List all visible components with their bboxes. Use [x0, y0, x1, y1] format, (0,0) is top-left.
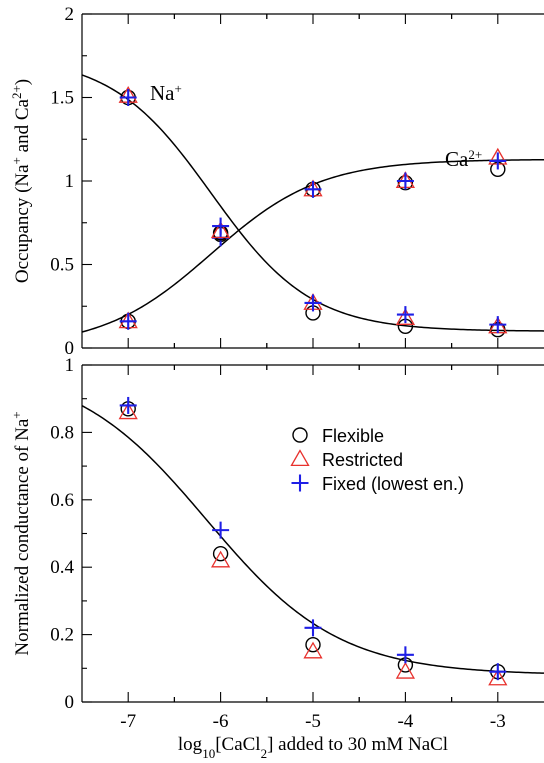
y-tick-label: 1.5 — [50, 88, 74, 109]
bottom-fixed-point — [304, 619, 322, 637]
y-tick-label: 0 — [65, 338, 75, 359]
bottom-fixed-point — [489, 663, 507, 681]
legend-label-restricted: Restricted — [322, 450, 403, 470]
top-fixed-point — [304, 180, 322, 198]
top-fixed-point — [489, 316, 507, 334]
top-fixed-point — [396, 172, 414, 190]
x-tick-label: -3 — [490, 711, 506, 732]
legend-marker-flexible — [292, 427, 308, 443]
bottom-restricted-point — [303, 641, 323, 659]
top-fixed-point — [304, 294, 322, 312]
x-axis-title-subscript: 10 — [202, 746, 215, 761]
annotation-ca: Ca2+ — [445, 147, 482, 172]
y-axis-title-part: ) — [12, 79, 33, 85]
y-tick-label: 0.8 — [50, 422, 74, 443]
x-tick-label: -5 — [305, 711, 321, 732]
top-fixed-point — [119, 312, 137, 330]
bottom-y-axis-title: Normalized conductance of Na+ — [9, 411, 34, 655]
y-tick-label: 1 — [65, 355, 75, 376]
y-tick-label: 0 — [65, 692, 75, 713]
annotation-base: Na — [150, 81, 175, 105]
x-tick-label: -7 — [120, 711, 136, 732]
y-tick-label: 2 — [65, 4, 75, 25]
top-restricted-point — [395, 308, 416, 325]
x-axis-title-subscript: 2 — [261, 746, 268, 761]
y-axis-title-superscript: + — [9, 157, 24, 164]
annotation-superscript: 2+ — [468, 147, 482, 162]
y-axis-title-superscript: + — [9, 411, 24, 418]
y-axis-title-part: and Ca — [12, 98, 33, 157]
x-tick-label: -6 — [213, 711, 229, 732]
bottom-restricted-point — [395, 661, 416, 679]
top-fixed-point — [396, 306, 414, 324]
legend-label-fixed: Fixed (lowest en.) — [322, 474, 464, 494]
bottom-fixed-point — [119, 396, 137, 414]
bottom-panel: -7 -6 -5 -4 -3 0 0.2 0.4 0.6 0.8 1 Normalized condu… — [9, 355, 544, 761]
top-y-axis-title: Occupancy (Na+ and Ca2+) — [9, 79, 34, 283]
y-tick-label: 1 — [65, 171, 75, 192]
y-axis-title-part: Occupancy (Na — [12, 164, 33, 283]
top-fixed-point — [489, 152, 507, 170]
x-tick-label: -4 — [397, 711, 413, 732]
top-fixed-point — [212, 217, 230, 235]
y-tick-label: 0.4 — [50, 557, 74, 578]
x-axis-title-part: [CaCl — [215, 734, 260, 755]
top-fixed-point — [119, 89, 137, 106]
legend: Flexible Restricted Fixed (lowest en.) — [290, 426, 464, 494]
bottom-restricted-point — [118, 402, 138, 420]
legend-marker-fixed — [291, 474, 309, 492]
bottom-restricted-point — [210, 550, 231, 568]
y-tick-label: 0.5 — [50, 255, 74, 276]
bottom-restricted-point — [488, 668, 508, 686]
legend-marker-restricted — [290, 449, 310, 467]
bottom-fixed-point — [396, 646, 414, 664]
annotation-superscript: + — [175, 81, 182, 96]
y-axis-title-part: Normalized conductance of Na — [12, 418, 33, 655]
bottom-fixed-point — [212, 521, 230, 539]
top-fit-curve-0 — [81, 74, 544, 332]
y-tick-label: 0.6 — [50, 490, 74, 511]
top-restricted-point — [210, 221, 231, 239]
legend-label-flexible: Flexible — [322, 426, 384, 446]
y-tick-label: 0.2 — [50, 625, 74, 646]
x-axis-title: log10[CaCl2] added to 30 mM NaCl — [178, 734, 448, 761]
annotation-base: Ca — [445, 147, 469, 171]
x-axis-title-part: log — [178, 734, 203, 755]
bottom-flexible-point — [212, 546, 229, 562]
y-axis-title-superscript: 2+ — [9, 85, 24, 99]
x-axis-title-part: ] added to 30 mM NaCl — [267, 734, 448, 755]
annotation-na: Na+ — [150, 81, 182, 106]
bottom-flexible-point — [305, 637, 321, 653]
